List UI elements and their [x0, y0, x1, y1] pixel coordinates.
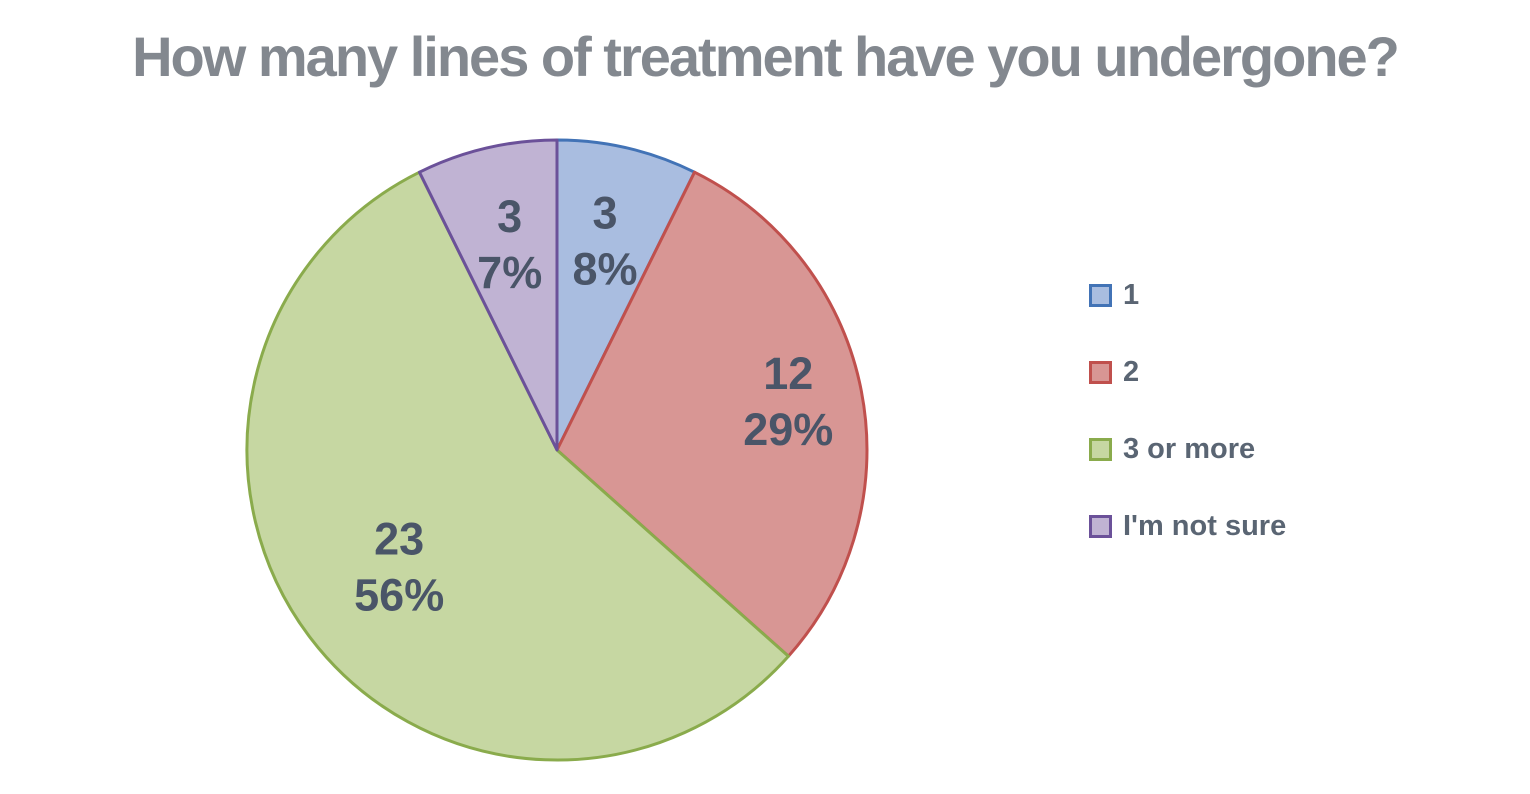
pie-slice-1 — [555, 138, 697, 452]
legend-label-1: 1 — [1123, 278, 1140, 311]
legend-item-3: 3 or more — [1089, 432, 1286, 465]
legend-swatch-3 — [1089, 437, 1112, 461]
pie-slice-2 — [555, 170, 869, 658]
chart-title: How many lines of treatment have you und… — [132, 25, 1400, 88]
pie-slice-3 — [245, 170, 790, 762]
slice-label-2: 12 29% — [743, 348, 833, 455]
slice-label-3: 23 56% — [354, 513, 444, 620]
legend-label-3: 3 or more — [1123, 432, 1256, 465]
slice-label-1: 3 8% — [572, 188, 637, 295]
pie-slice-4 — [417, 138, 559, 452]
legend-swatch-1 — [1089, 283, 1112, 307]
legend-item-4: I'm not sure — [1089, 509, 1287, 542]
legend: 1 2 3 or more I'm not sure — [1089, 278, 1287, 588]
legend-label-2: 2 — [1123, 355, 1140, 388]
slice-label-4: 3 7% — [477, 191, 542, 298]
pie-chart: 3 8% 12 29% 23 56% 3 7% — [245, 138, 869, 762]
legend-swatch-4 — [1089, 514, 1112, 538]
legend-swatch-2 — [1089, 360, 1112, 384]
legend-item-2: 2 — [1089, 355, 1286, 388]
legend-item-1: 1 — [1089, 278, 1286, 311]
legend-label-4: I'm not sure — [1123, 509, 1287, 542]
